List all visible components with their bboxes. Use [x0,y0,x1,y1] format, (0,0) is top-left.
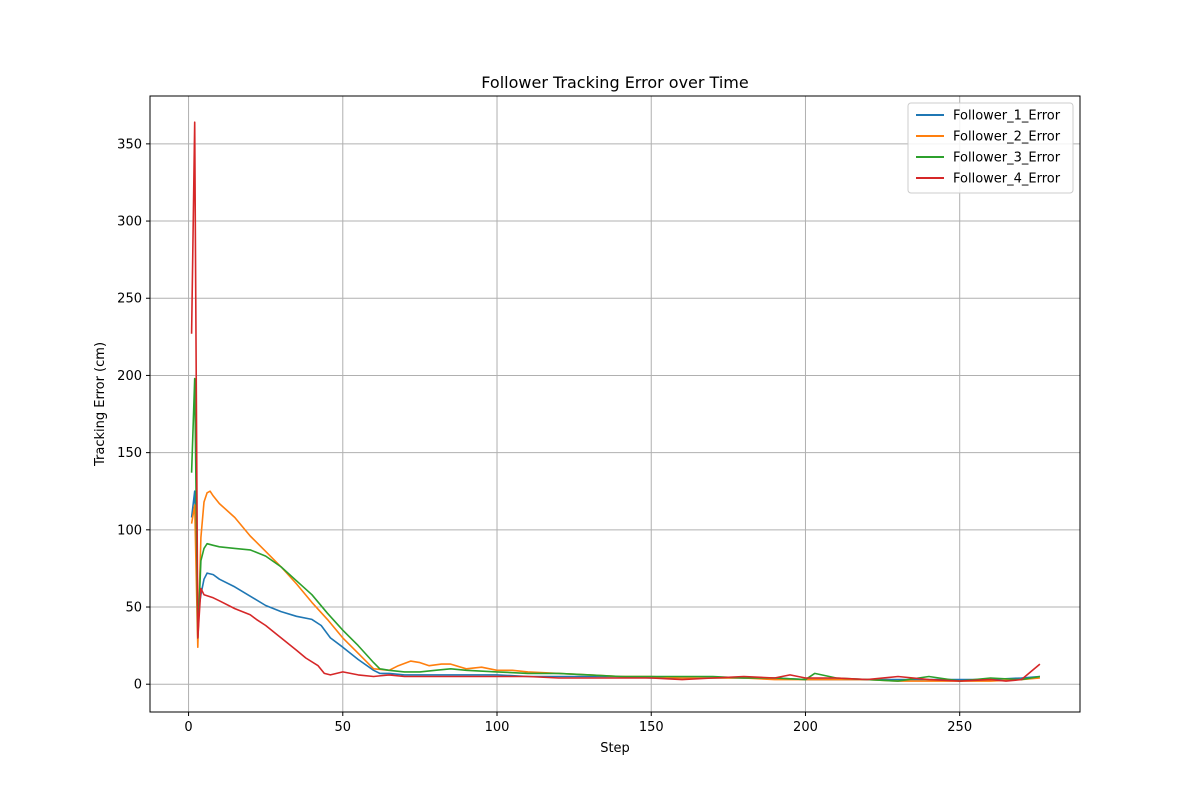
x-tick-label: 0 [184,720,192,735]
x-tick-label: 100 [485,720,510,735]
series-line-4 [190,121,1041,682]
legend: Follower_1_Error Follower_2_Error Follower… [907,102,1074,194]
legend-label-4: Follower_4_Error [953,172,1061,187]
y-tick-label: 0 [134,678,142,693]
y-tick-label: 300 [117,215,142,230]
plot-frame [149,95,1081,713]
y-tick-label: 100 [117,523,142,538]
x-axis-title: Step [600,741,630,756]
x-tick-label: 150 [639,720,664,735]
x-tick-label: 50 [335,720,352,735]
legend-label-2: Follower_2_Error [953,130,1061,145]
series-layer [190,121,1041,682]
series-line-2 [190,490,1040,682]
chart-title: Follower Tracking Error over Time [481,73,748,92]
y-tick-label: 250 [117,292,142,307]
y-tick-label: 150 [117,446,142,461]
legend-box [907,102,1074,194]
tick-layer: 0 50 100 150 200 250 0 50 100 150 200 250 300 350 [117,137,972,735]
legend-label-1: Follower_1_Error [953,109,1061,124]
legend-label-3: Follower_3_Error [953,151,1061,166]
y-tick-label: 350 [117,137,142,152]
x-tick-label: 250 [947,720,972,735]
series-line-3 [190,377,1041,682]
y-axis-title: Tracking Error (cm) [93,342,108,467]
grid-layer [150,96,1080,712]
y-tick-label: 50 [125,601,142,616]
y-tick-label: 200 [117,369,142,384]
x-tick-label: 200 [793,720,818,735]
